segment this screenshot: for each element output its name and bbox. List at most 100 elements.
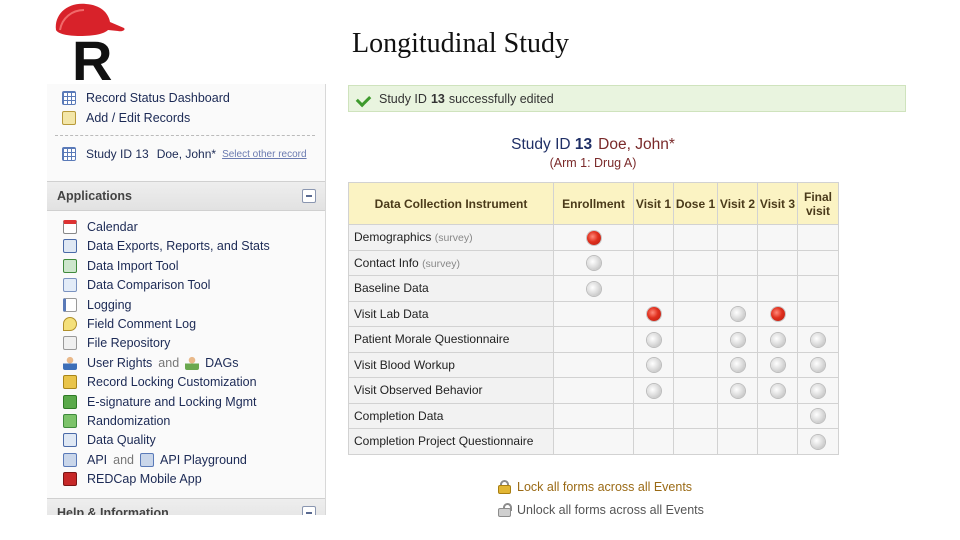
instrument-name: Completion Data: [348, 402, 554, 429]
status-cell: [553, 326, 634, 353]
app-user-rights[interactable]: User Rights and DAGs: [63, 354, 239, 372]
instrument-name: Patient Morale Questionnaire: [348, 326, 554, 353]
app-esignature-locking[interactable]: E-signature and Locking Mgmt: [63, 393, 257, 411]
success-message: Study ID 13 successfully edited: [348, 85, 906, 112]
mobile-app-icon: [63, 472, 77, 486]
event-header: Visit 2: [717, 182, 758, 225]
table-row: Demographics (survey): [348, 224, 839, 251]
app-data-quality[interactable]: Data Quality: [63, 431, 156, 449]
app-api[interactable]: API and API Playground: [63, 451, 247, 469]
applications-section-header[interactable]: Applications: [47, 181, 325, 211]
help-title: Help & Information: [57, 506, 169, 515]
app-redcap-mobile[interactable]: REDCap Mobile App: [63, 470, 202, 488]
collapse-icon[interactable]: [302, 506, 316, 515]
instrument-column-header: Data Collection Instrument: [348, 182, 554, 225]
incomplete-status-icon[interactable]: [770, 307, 785, 322]
no-data-status-icon[interactable]: [646, 332, 661, 347]
add-edit-records-link[interactable]: Add / Edit Records: [62, 109, 190, 127]
app-data-exports[interactable]: Data Exports, Reports, and Stats: [63, 237, 270, 255]
no-data-status-icon[interactable]: [770, 383, 785, 398]
export-icon: [63, 239, 77, 253]
lock-icon: [498, 480, 511, 494]
status-cell: [757, 275, 798, 302]
table-row: Completion Project Questionnaire: [348, 428, 839, 455]
no-data-status-icon[interactable]: [811, 383, 825, 398]
app-data-comparison[interactable]: Data Comparison Tool: [63, 276, 210, 294]
unlock-all-forms-link[interactable]: Unlock all forms across all Events: [498, 501, 704, 519]
no-data-status-icon[interactable]: [770, 332, 785, 347]
sidebar: Record Status Dashboard Add / Edit Recor…: [47, 84, 326, 515]
app-field-comment-log[interactable]: Field Comment Log: [63, 315, 196, 333]
no-data-status-icon[interactable]: [811, 332, 825, 347]
status-cell: [757, 300, 798, 327]
status-cell: [633, 224, 674, 251]
app-logging[interactable]: Logging: [63, 296, 132, 314]
select-other-record-link[interactable]: Select other record: [222, 148, 307, 160]
status-cell: [633, 275, 674, 302]
applications-title: Applications: [57, 189, 133, 203]
status-cell: [797, 300, 839, 327]
no-data-status-icon[interactable]: [646, 358, 661, 373]
no-data-status-icon[interactable]: [730, 358, 745, 373]
no-data-status-icon[interactable]: [811, 409, 825, 424]
status-cell: [633, 377, 674, 404]
status-cell: [553, 351, 634, 378]
incomplete-status-icon[interactable]: [586, 230, 601, 245]
lock-all-forms-link[interactable]: Lock all forms across all Events: [498, 478, 692, 496]
arm-label: (Arm 1: Drug A): [549, 156, 637, 170]
status-cell: [553, 249, 634, 276]
status-cell: [797, 224, 839, 251]
no-data-status-icon[interactable]: [811, 358, 825, 373]
folder-icon: [63, 336, 77, 350]
divider: [55, 135, 315, 136]
status-cell: [633, 351, 674, 378]
app-data-import[interactable]: Data Import Tool: [63, 257, 178, 275]
app-dags-link[interactable]: DAGs: [205, 356, 239, 370]
status-cell: [797, 402, 839, 429]
no-data-status-icon[interactable]: [730, 383, 745, 398]
status-cell: [717, 351, 758, 378]
no-data-status-icon[interactable]: [586, 256, 601, 271]
incomplete-status-icon[interactable]: [646, 307, 661, 322]
record-name: Doe, John*: [598, 136, 675, 153]
no-data-status-icon[interactable]: [646, 383, 661, 398]
status-cell: [673, 428, 718, 455]
random-icon: [63, 414, 77, 428]
status-cell: [553, 275, 634, 302]
compare-icon: [63, 278, 77, 292]
record-status-grid: Data Collection Instrument Enrollment Vi…: [348, 182, 839, 455]
no-data-status-icon[interactable]: [730, 332, 745, 347]
status-cell: [673, 300, 718, 327]
no-data-status-icon[interactable]: [730, 307, 745, 322]
slide-title: Longitudinal Study: [352, 28, 569, 59]
status-cell: [757, 351, 798, 378]
event-header: Final visit: [797, 182, 839, 225]
status-cell: [673, 377, 718, 404]
table-row: Patient Morale Questionnaire: [348, 326, 839, 353]
table-row: Visit Lab Data: [348, 300, 839, 327]
status-cell: [757, 326, 798, 353]
no-data-status-icon[interactable]: [586, 281, 601, 296]
no-data-status-icon[interactable]: [811, 434, 825, 449]
status-cell: [673, 326, 718, 353]
status-cell: [717, 428, 758, 455]
status-cell: [633, 428, 674, 455]
collapse-icon[interactable]: [302, 189, 316, 203]
record-status-dashboard-link[interactable]: Record Status Dashboard: [62, 89, 230, 107]
status-cell: [717, 249, 758, 276]
status-cell: [553, 224, 634, 251]
no-data-status-icon[interactable]: [770, 358, 785, 373]
app-randomization[interactable]: Randomization: [63, 412, 170, 430]
status-cell: [797, 351, 839, 378]
quality-icon: [63, 433, 77, 447]
table-row: Visit Observed Behavior: [348, 377, 839, 404]
app-api-playground-link[interactable]: API Playground: [160, 453, 247, 467]
help-section-header[interactable]: Help & Information: [47, 498, 325, 515]
logo-letter: R: [72, 29, 112, 84]
app-calendar[interactable]: Calendar: [63, 218, 138, 236]
app-record-locking-customization[interactable]: Record Locking Customization: [63, 373, 257, 391]
status-cell: [797, 428, 839, 455]
status-cell: [757, 428, 798, 455]
app-file-repository[interactable]: File Repository: [63, 334, 170, 352]
comment-icon: [63, 317, 77, 331]
